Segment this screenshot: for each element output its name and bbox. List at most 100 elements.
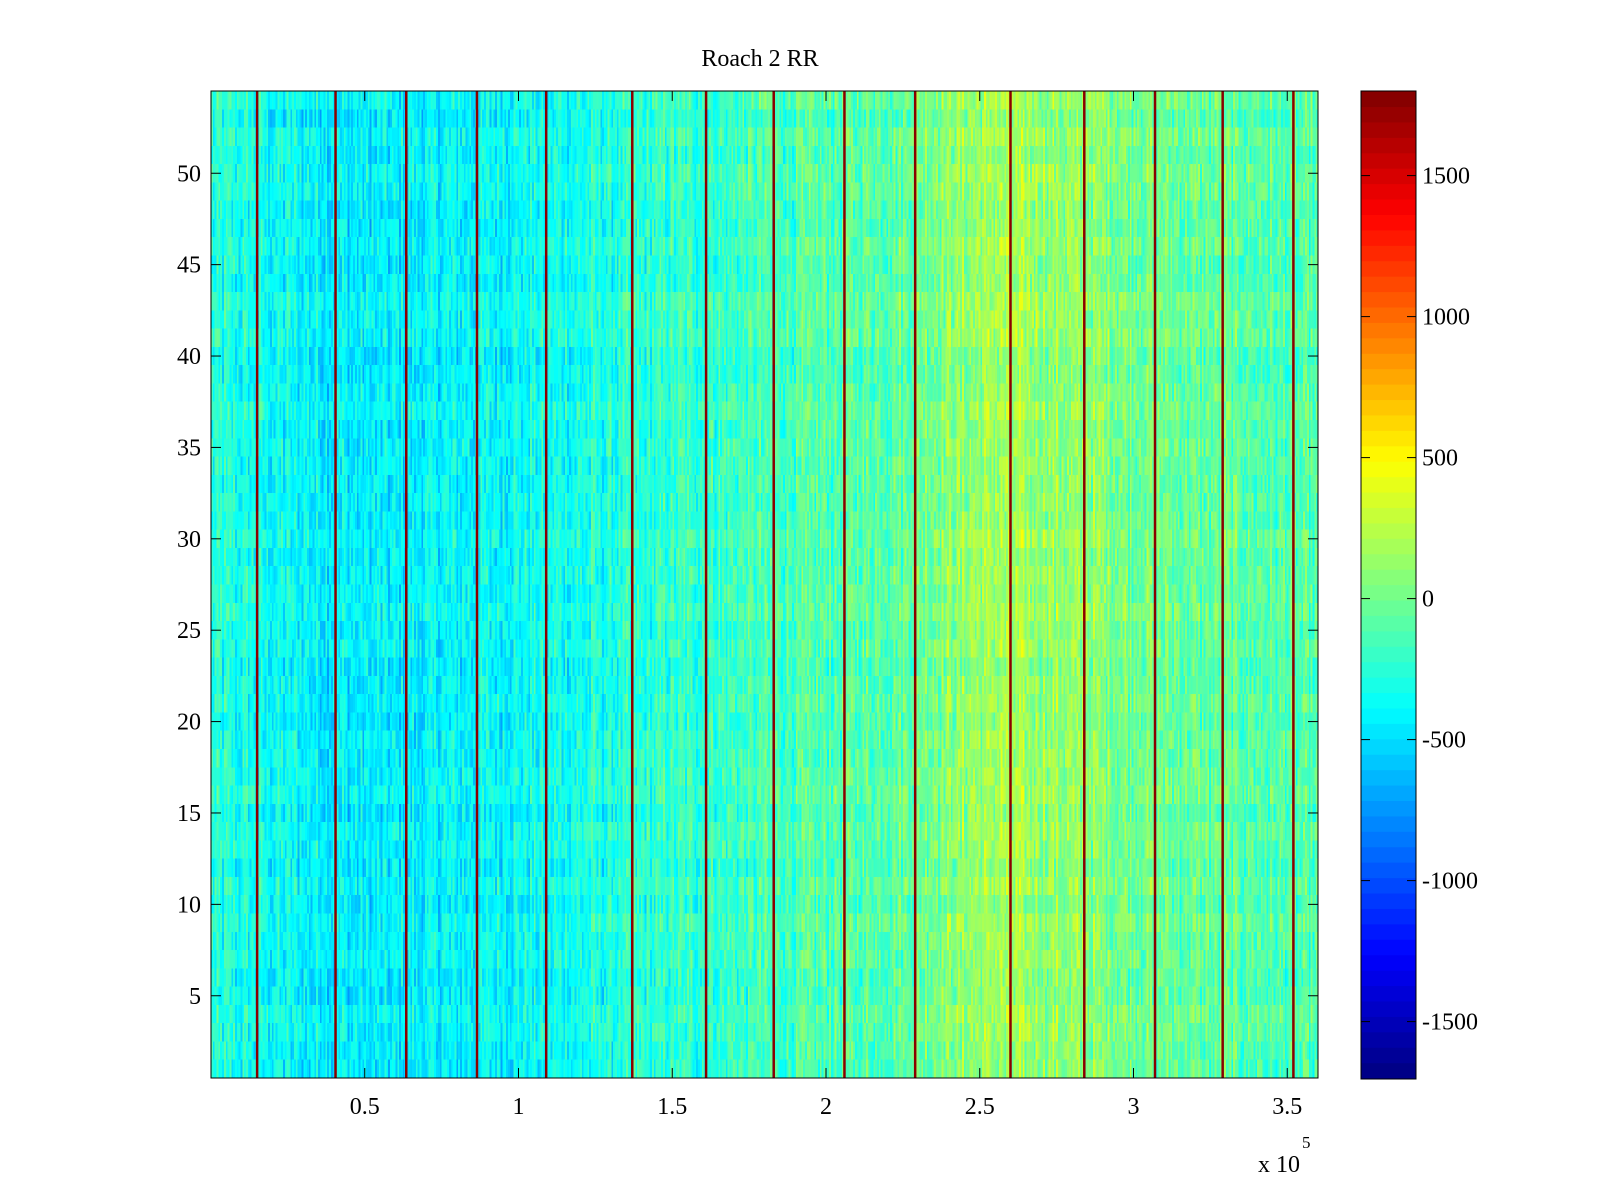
- colorbar-band: [1361, 646, 1416, 663]
- y-tick-label: 35: [177, 435, 201, 461]
- y-tick-label: 30: [177, 527, 201, 553]
- colorbar-band: [1361, 1000, 1416, 1017]
- colorbar-band: [1361, 677, 1416, 694]
- colorbar-tick-label: 1000: [1422, 305, 1470, 331]
- colorbar-band: [1361, 569, 1416, 586]
- y-tick-label: 25: [177, 618, 201, 644]
- colorbar-band: [1361, 1047, 1416, 1064]
- colorbar-band: [1361, 198, 1416, 215]
- colorbar-band: [1361, 1062, 1416, 1079]
- colorbar-band: [1361, 862, 1416, 879]
- colorbar-band: [1361, 214, 1416, 231]
- colorbar-band: [1361, 229, 1416, 246]
- colorbar-band: [1361, 769, 1416, 786]
- y-tick-label: 20: [177, 710, 201, 736]
- colorbar-band: [1361, 800, 1416, 817]
- y-tick-label: 10: [177, 892, 201, 918]
- colorbar-band: [1361, 985, 1416, 1002]
- x-axis-exponent-label: x 10: [1258, 1152, 1300, 1178]
- x-tick-label: 3.5: [1272, 1094, 1302, 1120]
- colorbar-tick-label: 500: [1422, 446, 1458, 472]
- y-tick-label: 15: [177, 801, 201, 827]
- colorbar-band: [1361, 291, 1416, 308]
- colorbar-band: [1361, 553, 1416, 570]
- colorbar-band: [1361, 599, 1416, 616]
- colorbar-band: [1361, 384, 1416, 401]
- colorbar-tick-label: -500: [1422, 728, 1466, 754]
- colorbar-band: [1361, 322, 1416, 339]
- colorbar-band: [1361, 399, 1416, 416]
- colorbar-tick-label: -1000: [1422, 869, 1478, 895]
- colorbar-band: [1361, 784, 1416, 802]
- colorbar-frame: [1360, 90, 1417, 1080]
- colorbar-band: [1361, 923, 1416, 940]
- colorbar-band: [1361, 1031, 1416, 1048]
- colorbar-band: [1361, 414, 1416, 431]
- y-tick-label: 45: [177, 253, 201, 279]
- colorbar-band: [1361, 738, 1416, 755]
- colorbar-band: [1361, 476, 1416, 493]
- colorbar-band: [1361, 445, 1416, 462]
- colorbar-band: [1361, 908, 1416, 925]
- colorbar-band: [1361, 892, 1416, 909]
- colorbar-band: [1361, 368, 1416, 385]
- y-tick-label: 40: [177, 344, 201, 370]
- colorbar-band: [1361, 491, 1416, 508]
- plot-area-frame: [210, 90, 1319, 1079]
- x-tick-label: 0.5: [350, 1094, 380, 1120]
- colorbar-band: [1361, 152, 1416, 169]
- colorbar-band: [1361, 353, 1416, 370]
- colorbar-tick-label: 1500: [1422, 164, 1470, 190]
- colorbar-band: [1361, 692, 1416, 709]
- colorbar-band: [1361, 461, 1416, 478]
- x-tick-label: 1.5: [657, 1094, 687, 1120]
- colorbar-band: [1361, 754, 1416, 771]
- colorbar-band: [1361, 615, 1416, 632]
- y-tick-label: 50: [177, 161, 201, 187]
- colorbar-band: [1361, 831, 1416, 848]
- colorbar-band: [1361, 137, 1416, 154]
- colorbar-tick-label: -1500: [1422, 1010, 1478, 1036]
- colorbar-band: [1361, 970, 1416, 987]
- colorbar-band: [1361, 245, 1416, 262]
- heatmap-image: [211, 91, 1318, 1078]
- dark-red-vertical-lines: [255, 91, 1295, 1078]
- colorbar-ticks: -1500 -1000 -500 0 500 1000 1500: [1361, 164, 1478, 1036]
- y-tick-label: 5: [189, 984, 201, 1010]
- colorbar-band: [1361, 584, 1416, 601]
- colorbar: [1361, 91, 1416, 1079]
- colorbar-band: [1361, 723, 1416, 740]
- colorbar-band: [1361, 260, 1416, 277]
- colorbar-band: [1361, 538, 1416, 555]
- colorbar-tick-label: 0: [1422, 587, 1434, 613]
- x-tick-label: 2.5: [965, 1094, 995, 1120]
- x-tick-label: 2: [820, 1094, 832, 1120]
- colorbar-band: [1361, 430, 1416, 447]
- colorbar-band: [1361, 337, 1416, 354]
- colorbar-band: [1361, 507, 1416, 524]
- colorbar-band: [1361, 939, 1416, 956]
- colorbar-band: [1361, 630, 1416, 647]
- colorbar-band: [1361, 91, 1416, 108]
- colorbar-band: [1361, 522, 1416, 539]
- colorbar-band: [1361, 121, 1416, 138]
- colorbar-band: [1361, 707, 1416, 724]
- colorbar-band: [1361, 106, 1416, 123]
- colorbar-band: [1361, 168, 1416, 185]
- colorbar-band: [1361, 1016, 1416, 1033]
- colorbar-band: [1361, 877, 1416, 894]
- x-tick-label: 1: [513, 1094, 525, 1120]
- colorbar-band: [1361, 183, 1416, 200]
- colorbar-band: [1361, 954, 1416, 971]
- colorbar-band: [1361, 306, 1416, 323]
- colorbar-band: [1361, 276, 1416, 293]
- x-tick-label: 3: [1128, 1094, 1140, 1120]
- chart-title: Roach 2 RR: [701, 46, 818, 72]
- colorbar-band: [1361, 815, 1416, 832]
- y-axis-ticks: 5 10 15 20 25 30 35 40 45 50: [177, 161, 1318, 1010]
- colorbar-band: [1361, 846, 1416, 863]
- colorbar-band: [1361, 661, 1416, 678]
- heatmap-cells: [211, 91, 1318, 1078]
- x-axis-ticks: 0.5 1 1.5 2 2.5 3 3.5: [350, 91, 1302, 1120]
